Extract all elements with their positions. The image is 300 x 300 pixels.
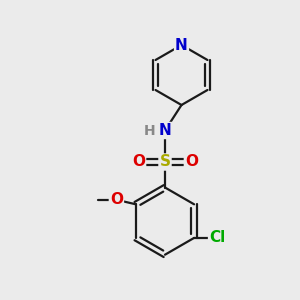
Text: O: O [185,154,198,169]
Text: N: N [159,123,171,138]
Text: O: O [110,192,123,207]
Text: S: S [160,154,170,169]
Text: O: O [132,154,145,169]
Text: N: N [175,38,188,52]
Text: H: H [144,124,156,137]
Text: Cl: Cl [209,230,225,245]
